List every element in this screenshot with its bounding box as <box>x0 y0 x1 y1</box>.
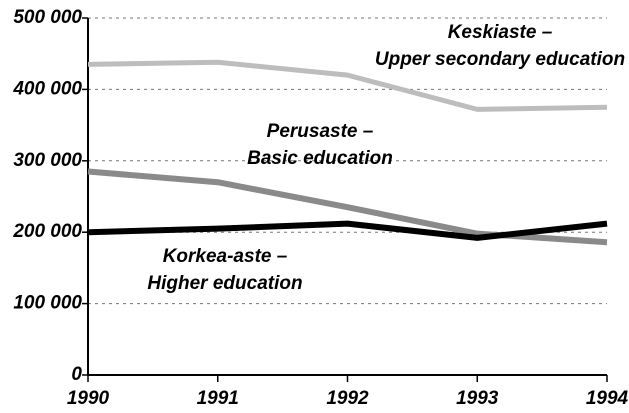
y-tick-label: 300 000 <box>13 150 82 171</box>
series-line <box>87 59 608 112</box>
x-tick-label: 1992 <box>326 388 369 409</box>
y-tick-label: 500 000 <box>13 7 82 28</box>
series-label: Higher education <box>147 273 302 294</box>
series-label: Basic education <box>247 148 393 169</box>
x-tick-label: 1991 <box>197 388 239 409</box>
series-label: Upper secondary education <box>375 49 625 70</box>
y-tick-label: 0 <box>71 364 82 385</box>
x-tick-label: 1990 <box>67 388 110 409</box>
series-line <box>87 168 608 246</box>
x-tick-label: 1993 <box>456 388 499 409</box>
y-tick-label: 400 000 <box>12 78 82 99</box>
y-tick-label: 100 000 <box>13 293 82 314</box>
series-line <box>87 220 608 241</box>
series-label: Perusaste – <box>267 121 374 142</box>
series-label: Keskiaste – <box>448 22 553 43</box>
x-tick-label: 1994 <box>586 388 629 409</box>
y-tick-label: 200 000 <box>12 221 82 242</box>
series-label: Korkea-aste – <box>163 246 288 267</box>
